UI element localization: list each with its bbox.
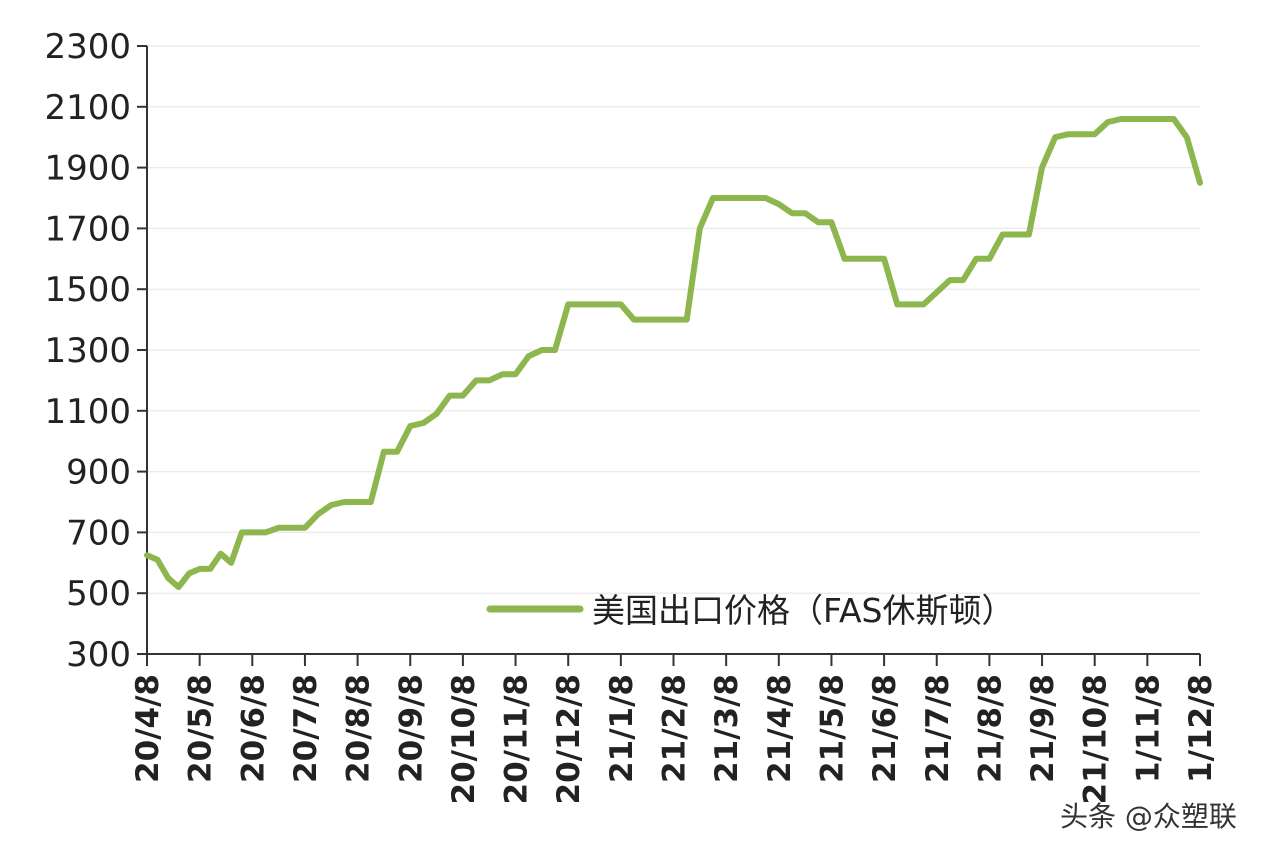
y-tick-label: 500: [66, 574, 131, 614]
y-tick-label: 1900: [44, 149, 131, 189]
x-tick-label: 21/7/8: [920, 674, 956, 783]
legend: 美国出口价格（FAS休斯顿）: [486, 591, 1014, 630]
x-tick-label: 20/10/8: [446, 674, 482, 805]
x-tick-label: 20/12/8: [551, 674, 587, 805]
y-tick-label: 300: [66, 635, 131, 675]
legend-label: 美国出口价格（FAS休斯顿）: [592, 591, 1014, 630]
series-line: [144, 116, 1203, 591]
x-tick-label: 21/5/8: [814, 674, 850, 783]
x-tick-label: 20/9/8: [393, 674, 429, 783]
x-tick-label: 20/4/8: [130, 674, 166, 783]
x-tick-label: 20/7/8: [288, 674, 324, 783]
y-tick-label: 1500: [44, 270, 131, 310]
watermark-text: 头条 @众塑联: [1060, 800, 1237, 833]
x-tick-label: 21/3/8: [709, 674, 745, 783]
y-tick-label: 900: [66, 453, 131, 493]
x-tick-label: 21/6/8: [867, 674, 903, 783]
series-layer: [144, 116, 1203, 591]
y-tick-label: 1100: [44, 392, 131, 432]
x-tick-label: 1/11/8: [1130, 674, 1166, 783]
x-tick-labels: 20/4/8 20/5/8 20/6/8 20/7/8 20/8/8 20/9/8 20/1…: [130, 674, 1219, 805]
x-tick-label: 21/9/8: [1025, 674, 1061, 783]
axes: [137, 45, 1201, 666]
x-tick-label: 1/12/8: [1183, 674, 1219, 783]
x-tick-label: 20/6/8: [235, 674, 271, 783]
grid-lines: [147, 45, 1200, 594]
x-tick-label: 21/2/8: [657, 674, 693, 783]
x-tick-label: 20/8/8: [341, 674, 377, 783]
x-tick-label: 20/5/8: [183, 674, 219, 783]
x-tick-label: 21/1/8: [604, 674, 640, 783]
x-tick-label: 21/10/8: [1078, 674, 1114, 805]
y-tick-label: 2300: [44, 27, 131, 67]
x-tick-label: 21/4/8: [762, 674, 798, 783]
y-tick-label: 1300: [44, 331, 131, 371]
x-tick-label: 20/11/8: [499, 674, 535, 805]
x-tick-label: 21/8/8: [972, 674, 1008, 783]
y-tick-label: 700: [66, 513, 131, 553]
y-tick-label: 2100: [44, 88, 131, 128]
y-tick-labels: 300 500 700 900 1100 1300 1500 1700 1900 2100 2300: [44, 27, 131, 675]
y-tick-label: 1700: [44, 209, 131, 249]
